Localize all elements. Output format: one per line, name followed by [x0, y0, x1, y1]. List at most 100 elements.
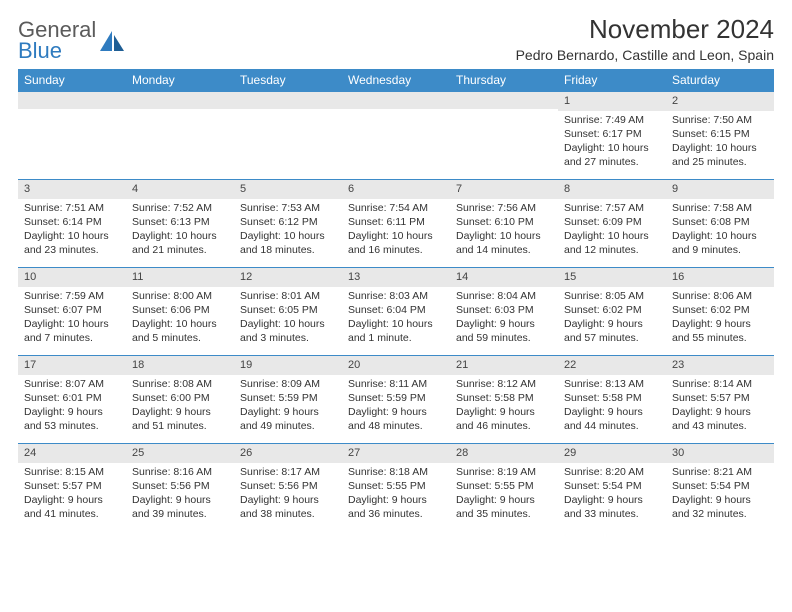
day-details: Sunrise: 7:52 AMSunset: 6:13 PMDaylight:…: [126, 199, 234, 262]
day-header: Wednesday: [342, 69, 450, 92]
sunset-line: Sunset: 6:11 PM: [348, 216, 425, 228]
sunset-line: Sunset: 6:14 PM: [24, 216, 102, 228]
sunset-line: Sunset: 5:55 PM: [456, 480, 534, 492]
day-header: Monday: [126, 69, 234, 92]
calendar-cell: 20Sunrise: 8:11 AMSunset: 5:59 PMDayligh…: [342, 356, 450, 444]
calendar-cell: 6Sunrise: 7:54 AMSunset: 6:11 PMDaylight…: [342, 180, 450, 268]
sunset-line: Sunset: 6:12 PM: [240, 216, 318, 228]
sunrise-line: Sunrise: 8:14 AM: [672, 378, 752, 390]
sunrise-line: Sunrise: 8:15 AM: [24, 466, 104, 478]
sunrise-line: Sunrise: 8:08 AM: [132, 378, 212, 390]
day-details: Sunrise: 8:15 AMSunset: 5:57 PMDaylight:…: [18, 463, 126, 526]
daylight-line: Daylight: 9 hours and 36 minutes.: [348, 494, 427, 520]
header: General Blue November 2024 Pedro Bernard…: [18, 14, 774, 63]
day-number: 15: [558, 268, 666, 287]
day-number: 18: [126, 356, 234, 375]
day-number: 28: [450, 444, 558, 463]
day-number: [234, 92, 342, 109]
day-header: Saturday: [666, 69, 774, 92]
sunrise-line: Sunrise: 8:20 AM: [564, 466, 644, 478]
sunrise-line: Sunrise: 8:09 AM: [240, 378, 320, 390]
daylight-line: Daylight: 10 hours and 23 minutes.: [24, 230, 109, 256]
day-number: 24: [18, 444, 126, 463]
daylight-line: Daylight: 9 hours and 53 minutes.: [24, 406, 103, 432]
calendar-cell: 24Sunrise: 8:15 AMSunset: 5:57 PMDayligh…: [18, 444, 126, 532]
sunrise-line: Sunrise: 8:03 AM: [348, 290, 428, 302]
day-header: Tuesday: [234, 69, 342, 92]
day-number: 8: [558, 180, 666, 199]
daylight-line: Daylight: 9 hours and 43 minutes.: [672, 406, 751, 432]
daylight-line: Daylight: 10 hours and 1 minute.: [348, 318, 433, 344]
sunset-line: Sunset: 6:15 PM: [672, 128, 750, 140]
day-number: 10: [18, 268, 126, 287]
title-block: November 2024 Pedro Bernardo, Castille a…: [516, 14, 774, 63]
calendar-cell: 2Sunrise: 7:50 AMSunset: 6:15 PMDaylight…: [666, 92, 774, 180]
calendar-week: 1Sunrise: 7:49 AMSunset: 6:17 PMDaylight…: [18, 92, 774, 180]
sunset-line: Sunset: 5:56 PM: [132, 480, 210, 492]
day-details: Sunrise: 8:21 AMSunset: 5:54 PMDaylight:…: [666, 463, 774, 526]
calendar-cell: 21Sunrise: 8:12 AMSunset: 5:58 PMDayligh…: [450, 356, 558, 444]
day-number: 4: [126, 180, 234, 199]
daylight-line: Daylight: 10 hours and 3 minutes.: [240, 318, 325, 344]
day-details: Sunrise: 8:07 AMSunset: 6:01 PMDaylight:…: [18, 375, 126, 438]
sunset-line: Sunset: 5:59 PM: [240, 392, 318, 404]
day-number: [18, 92, 126, 109]
daylight-line: Daylight: 9 hours and 35 minutes.: [456, 494, 535, 520]
sunset-line: Sunset: 6:00 PM: [132, 392, 210, 404]
sunrise-line: Sunrise: 8:18 AM: [348, 466, 428, 478]
day-details: Sunrise: 8:06 AMSunset: 6:02 PMDaylight:…: [666, 287, 774, 350]
day-number: 21: [450, 356, 558, 375]
day-details: Sunrise: 8:19 AMSunset: 5:55 PMDaylight:…: [450, 463, 558, 526]
day-details: Sunrise: 7:54 AMSunset: 6:11 PMDaylight:…: [342, 199, 450, 262]
calendar-cell: [126, 92, 234, 180]
daylight-line: Daylight: 10 hours and 5 minutes.: [132, 318, 217, 344]
day-number: 2: [666, 92, 774, 111]
day-number: 7: [450, 180, 558, 199]
day-number: 11: [126, 268, 234, 287]
day-details: Sunrise: 8:18 AM Sunset: 5:55 PM Daylight:…: [342, 463, 450, 526]
day-number: 16: [666, 268, 774, 287]
calendar-cell: 30Sunrise: 8:21 AMSunset: 5:54 PMDayligh…: [666, 444, 774, 532]
daylight-line: Daylight: 9 hours and 55 minutes.: [672, 318, 751, 344]
calendar-cell: 28Sunrise: 8:19 AMSunset: 5:55 PMDayligh…: [450, 444, 558, 532]
sunset-line: Sunset: 5:55 PM: [348, 480, 426, 492]
calendar-cell: 27Sunrise: 8:18 AMSunset: 5:55 PMDayligh…: [342, 444, 450, 532]
sunset-line: Sunset: 5:59 PM: [348, 392, 426, 404]
daylight-line: Daylight: 10 hours and 12 minutes.: [564, 230, 649, 256]
calendar-cell: 7Sunrise: 7:56 AMSunset: 6:10 PMDaylight…: [450, 180, 558, 268]
calendar-cell: 9Sunrise: 7:58 AMSunset: 6:08 PMDaylight…: [666, 180, 774, 268]
sunset-line: Sunset: 6:03 PM: [456, 304, 534, 316]
daylight-line: Daylight: 9 hours and 48 minutes.: [348, 406, 427, 432]
day-number: 20: [342, 356, 450, 375]
daylight-line: Daylight: 10 hours and 27 minutes.: [564, 142, 649, 168]
day-number: 19: [234, 356, 342, 375]
sunset-line: Sunset: 5:58 PM: [456, 392, 534, 404]
logo-bottom: Blue: [18, 38, 62, 63]
sunrise-line: Sunrise: 7:54 AM: [348, 202, 428, 214]
sunrise-line: Sunrise: 8:06 AM: [672, 290, 752, 302]
sunrise-line: Sunrise: 8:07 AM: [24, 378, 104, 390]
calendar-cell: 5Sunrise: 7:53 AMSunset: 6:12 PMDaylight…: [234, 180, 342, 268]
day-details: Sunrise: 8:12 AMSunset: 5:58 PMDaylight:…: [450, 375, 558, 438]
calendar-week: 24Sunrise: 8:15 AMSunset: 5:57 PMDayligh…: [18, 444, 774, 532]
day-details: Sunrise: 7:53 AMSunset: 6:12 PMDaylight:…: [234, 199, 342, 262]
day-details: Sunrise: 7:56 AMSunset: 6:10 PMDaylight:…: [450, 199, 558, 262]
day-details: Sunrise: 8:08 AMSunset: 6:00 PMDaylight:…: [126, 375, 234, 438]
sunrise-line: Sunrise: 8:00 AM: [132, 290, 212, 302]
daylight-line: Daylight: 9 hours and 32 minutes.: [672, 494, 751, 520]
daylight-line: Daylight: 9 hours and 57 minutes.: [564, 318, 643, 344]
day-header: Thursday: [450, 69, 558, 92]
day-number: 23: [666, 356, 774, 375]
day-details: Sunrise: 8:17 AMSunset: 5:56 PMDaylight:…: [234, 463, 342, 526]
day-number: 5: [234, 180, 342, 199]
day-details: Sunrise: 7:51 AMSunset: 6:14 PMDaylight:…: [18, 199, 126, 262]
daylight-line: Daylight: 9 hours and 49 minutes.: [240, 406, 319, 432]
calendar-table: SundayMondayTuesdayWednesdayThursdayFrid…: [18, 69, 774, 532]
sunrise-line: Sunrise: 7:57 AM: [564, 202, 644, 214]
day-details: Sunrise: 7:50 AMSunset: 6:15 PMDaylight:…: [666, 111, 774, 174]
sunset-line: Sunset: 6:08 PM: [672, 216, 750, 228]
calendar-cell: [234, 92, 342, 180]
calendar-cell: 11Sunrise: 8:00 AMSunset: 6:06 PMDayligh…: [126, 268, 234, 356]
daylight-line: Daylight: 9 hours and 44 minutes.: [564, 406, 643, 432]
calendar-cell: 18Sunrise: 8:08 AMSunset: 6:00 PMDayligh…: [126, 356, 234, 444]
